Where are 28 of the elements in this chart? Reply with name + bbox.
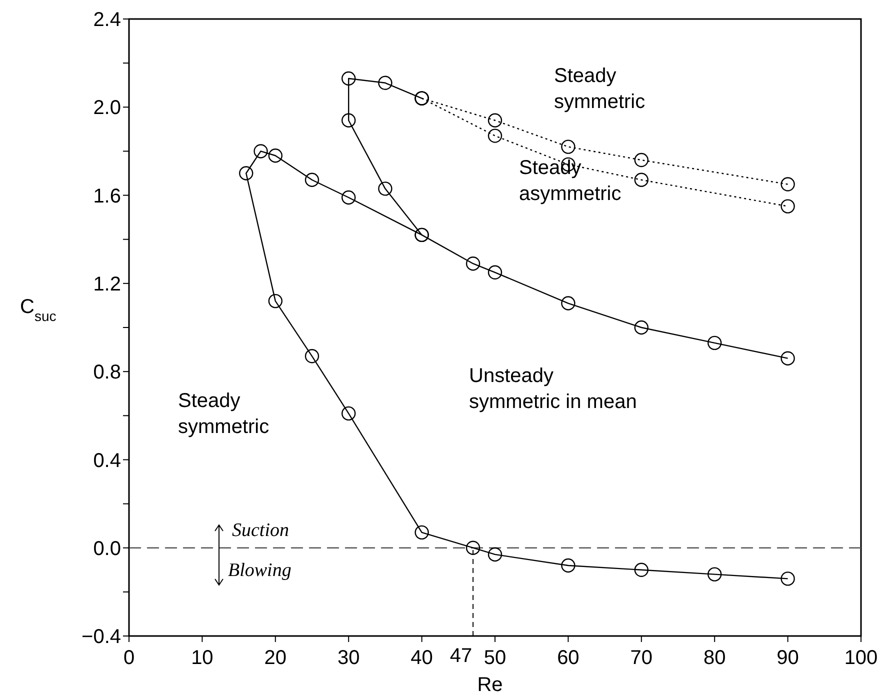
y-tick-label: 0.4 xyxy=(93,450,121,472)
x-tick-label: 80 xyxy=(703,647,726,670)
x-tick-label: 20 xyxy=(264,647,287,670)
x-tick-label: 90 xyxy=(776,647,799,670)
annotation: Steady symmetric xyxy=(178,389,270,440)
x-tick-label: 60 xyxy=(557,647,580,670)
x-tick-label: 0 xyxy=(123,647,135,670)
annotation: Blowing xyxy=(228,559,292,583)
annotation: Steady asymmetric xyxy=(519,156,622,207)
annotation: Suction xyxy=(232,519,289,543)
y-axis-title: C$_{suc}$ xyxy=(20,296,56,324)
x-tick-label: 40 xyxy=(410,647,433,670)
y-tick-label: 1.6 xyxy=(93,185,121,208)
annotation: Steady symmetric xyxy=(554,64,646,115)
y-tick-label: 2.4 xyxy=(93,9,121,32)
x-tick-label: 50 xyxy=(484,647,506,670)
x-tick-label: 10 xyxy=(191,647,214,670)
x-axis-title: Re xyxy=(476,674,504,697)
y-tick-label: 1.2 xyxy=(93,274,121,296)
y-tick-label: −0.4 xyxy=(82,626,121,648)
y-tick-label: 0.0 xyxy=(93,538,121,560)
x-tick-label: 100 xyxy=(844,647,878,670)
x-tick-label: 70 xyxy=(630,647,653,670)
annotation: Unsteady symmetric in mean xyxy=(469,364,637,415)
ref-line-label: 47 xyxy=(450,645,472,667)
y-tick-label: 2.0 xyxy=(93,97,121,120)
x-tick-label: 30 xyxy=(337,647,360,670)
y-tick-label: 0.8 xyxy=(93,362,121,384)
